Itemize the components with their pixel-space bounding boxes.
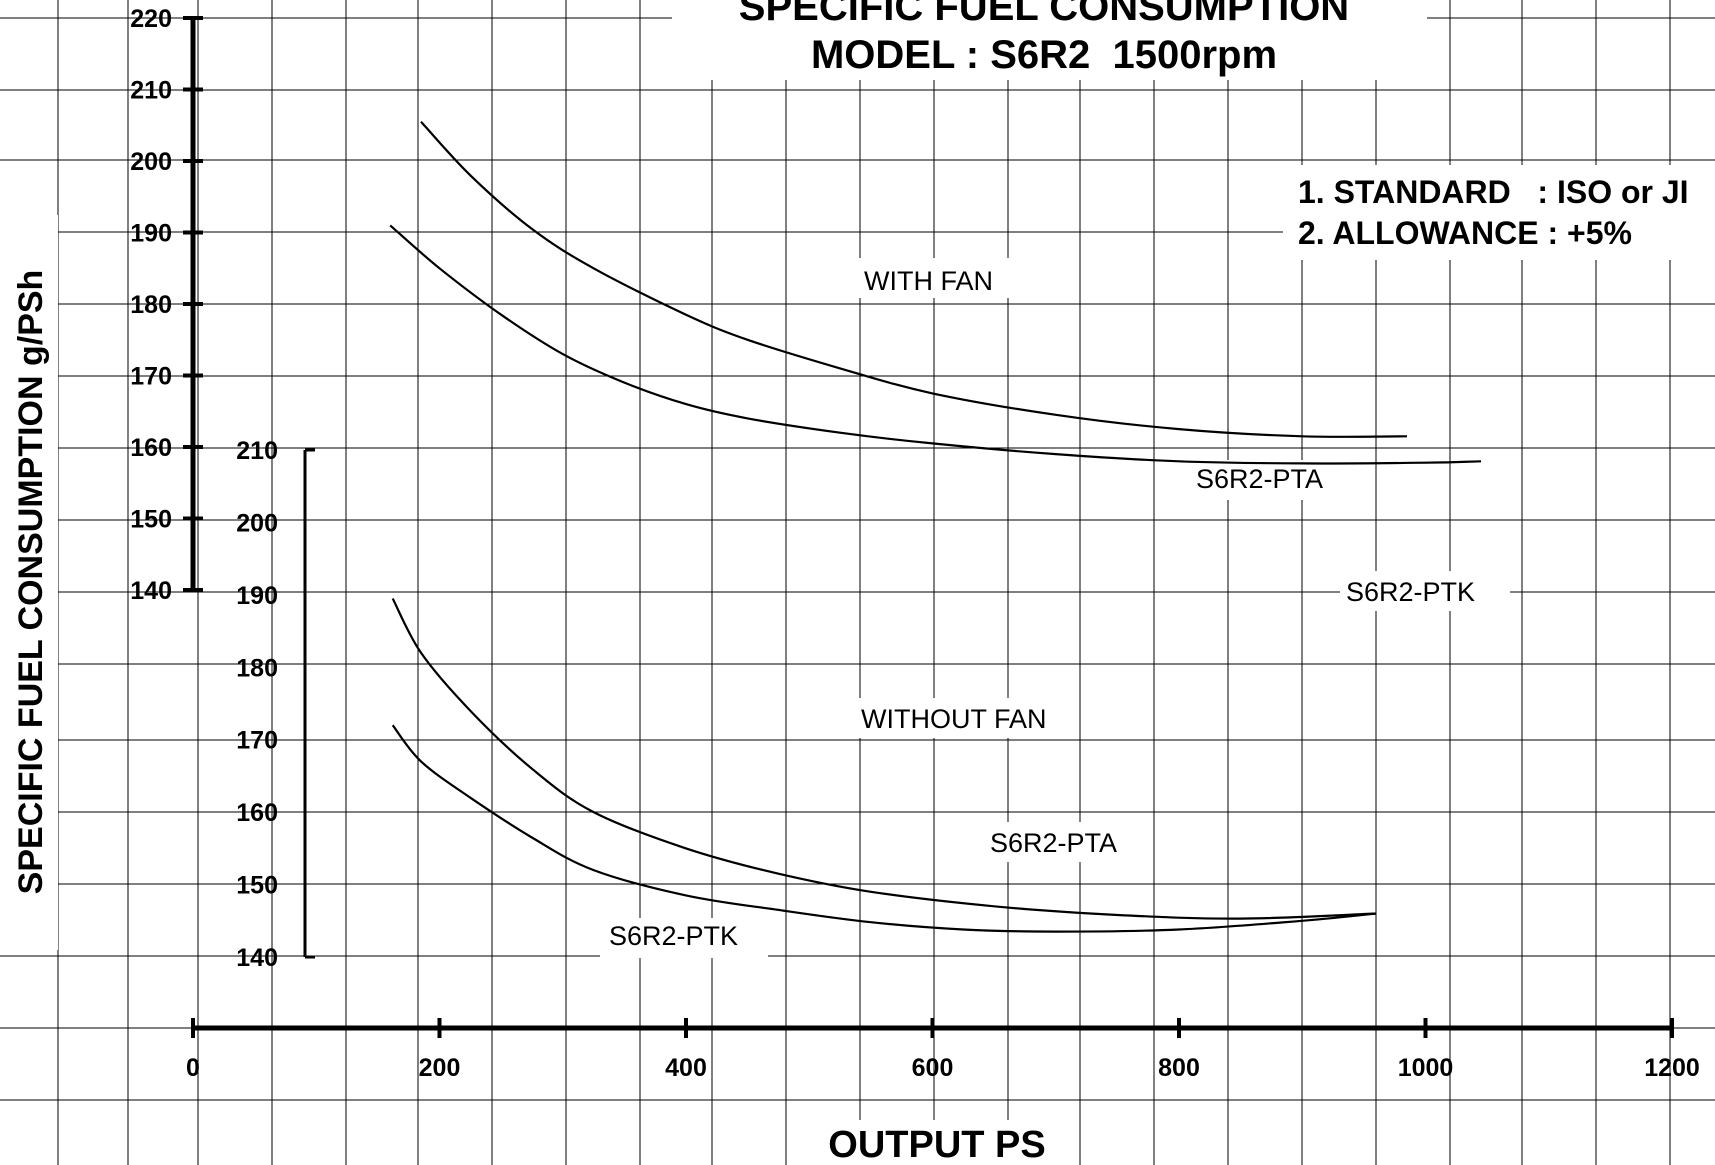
- x-tick-label: 800: [1158, 1054, 1200, 1082]
- y-tick-label: 160: [236, 799, 278, 827]
- y-tick-label: 140: [236, 944, 278, 972]
- curves: [389, 120, 1482, 933]
- x-axis-label: OUTPUT PS: [828, 1124, 1045, 1165]
- y-tick-label: 180: [236, 654, 278, 682]
- y-tick-label: 210: [130, 77, 172, 105]
- y-axis-label: SPECIFIC FUEL CONSUMPTION g/PSh: [12, 270, 50, 895]
- series-line-with-fan-s6r2-ptk: [389, 224, 1482, 465]
- y-tick-label: 180: [130, 291, 172, 319]
- y-tick-label: 150: [236, 872, 278, 900]
- note-allowance: 2. ALLOWANCE : +5%: [1298, 215, 1632, 251]
- x-tick-label: 0: [186, 1054, 200, 1082]
- x-tick-label: 600: [912, 1054, 954, 1082]
- chart-subtitle: MODEL : S6R2 1500rpm: [811, 33, 1277, 77]
- annotation-with-fan-pta: S6R2-PTA: [1196, 464, 1323, 494]
- annotation-with-fan: WITH FAN: [864, 266, 993, 296]
- x-tick-label: 400: [665, 1054, 707, 1082]
- y-tick-label: 140: [130, 577, 172, 605]
- series-line-without-fan-s6r2-pta: [391, 597, 1377, 920]
- y-tick-label: 200: [236, 509, 278, 537]
- series-line-with-fan-s6r2-pta: [420, 120, 1408, 438]
- y-tick-label: 150: [130, 506, 172, 534]
- annotation-without-fan-pta: S6R2-PTA: [990, 828, 1117, 858]
- y-tick-label: 220: [130, 5, 172, 33]
- y-tick-label: 190: [236, 582, 278, 610]
- note-standard: 1. STANDARD : ISO or JI: [1298, 174, 1689, 210]
- y-tick-label: 170: [236, 727, 278, 755]
- y-tick-label: 160: [130, 434, 172, 462]
- y-tick-label: 210: [236, 437, 278, 465]
- annotation-without-fan-ptk: S6R2-PTK: [609, 921, 738, 951]
- axes: 0 200 400 600 800 1000 1200 220 210 200 190 180 170 1…: [130, 5, 1700, 1082]
- annotation-without-fan: WITHOUT FAN: [861, 704, 1047, 734]
- series-line-without-fan-s6r2-ptk: [391, 724, 1377, 933]
- annotation-with-fan-ptk: S6R2-PTK: [1346, 577, 1475, 607]
- y-tick-label: 170: [130, 363, 172, 391]
- x-tick-label: 200: [419, 1054, 461, 1082]
- chart-title: SPECIFIC FUEL CONSUMPTION: [739, 0, 1349, 29]
- x-tick-label: 1200: [1644, 1054, 1700, 1082]
- y-tick-label: 200: [130, 148, 172, 176]
- x-tick-label: 1000: [1398, 1054, 1454, 1082]
- y-tick-label: 190: [130, 220, 172, 248]
